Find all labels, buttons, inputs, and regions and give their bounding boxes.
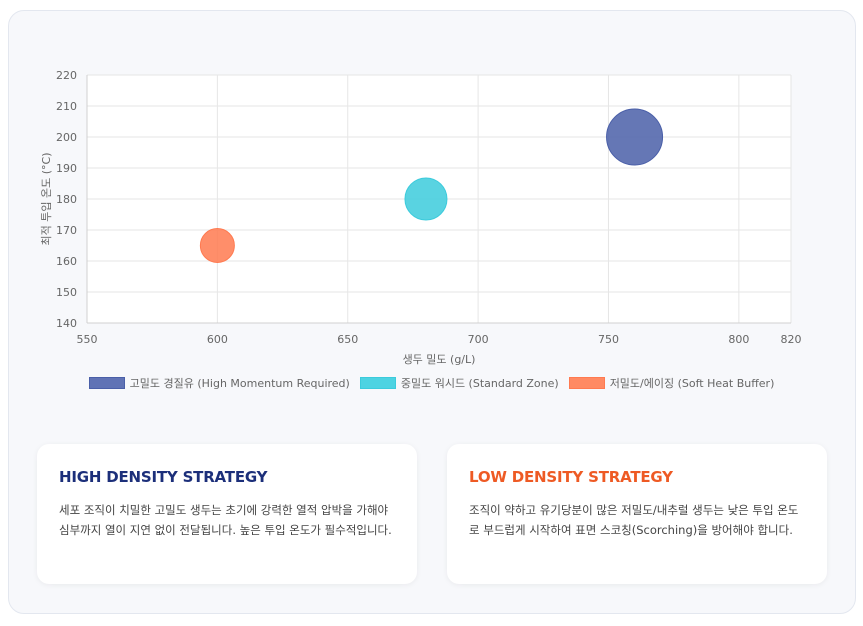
low-density-title: LOW DENSITY STRATEGY <box>469 468 673 486</box>
legend-item-low[interactable]: 저밀도/에이징 (Soft Heat Buffer) <box>568 375 775 391</box>
x-tick-label: 750 <box>598 333 619 346</box>
y-tick-label: 140 <box>56 317 77 330</box>
x-tick-label: 700 <box>468 333 489 346</box>
y-tick-label: 190 <box>56 162 77 175</box>
y-tick-label: 170 <box>56 224 77 237</box>
y-tick-label: 220 <box>56 69 77 82</box>
bubble-point-2 <box>199 228 235 263</box>
high-density-title: HIGH DENSITY STRATEGY <box>59 468 268 486</box>
x-tick-label: 550 <box>77 333 98 346</box>
legend-item-mid[interactable]: 중밀도 워시드 (Standard Zone) <box>359 375 559 391</box>
legend-swatch-mid <box>359 377 396 389</box>
bubble-point-0 <box>606 108 664 166</box>
x-tick-label: 800 <box>728 333 749 346</box>
x-tick-label: 650 <box>337 333 358 346</box>
legend-swatch-high <box>88 377 125 389</box>
legend-label-high: 고밀도 경질유 (High Momentum Required) <box>129 377 350 390</box>
legend-swatch-low <box>568 377 605 389</box>
y-tick-label: 150 <box>56 286 77 299</box>
y-tick-label: 200 <box>56 131 77 144</box>
x-tick-label: 820 <box>781 333 802 346</box>
y-axis-label: 최적 투입 온도 (°C) <box>40 153 53 246</box>
x-axis-label: 생두 밀도 (g/L) <box>403 353 476 366</box>
y-tick-label: 180 <box>56 193 77 206</box>
chart-legend: 고밀도 경질유 (High Momentum Required) 중밀도 워시드… <box>0 375 863 391</box>
legend-label-mid: 중밀도 워시드 (Standard Zone) <box>400 377 559 390</box>
bubble-point-1 <box>404 177 448 221</box>
legend-item-high[interactable]: 고밀도 경질유 (High Momentum Required) <box>88 375 350 391</box>
legend-label-low: 저밀도/에이징 (Soft Heat Buffer) <box>609 377 775 390</box>
low-density-card: LOW DENSITY STRATEGY 조직이 약하고 유기당분이 많은 저밀… <box>447 444 827 584</box>
x-tick-label: 600 <box>207 333 228 346</box>
high-density-body: 세포 조직이 치밀한 고밀도 생두는 초기에 강력한 열적 압박을 가해야 심부… <box>59 503 392 537</box>
low-density-body: 조직이 약하고 유기당분이 많은 저밀도/내추럴 생두는 낮은 투입 온도로 부… <box>469 503 799 537</box>
bubble-chart: 140 150 160 170 180 190 200 210 220 550 600 650 700 7… <box>40 69 802 366</box>
high-density-card: HIGH DENSITY STRATEGY 세포 조직이 치밀한 고밀도 생두는… <box>37 444 417 584</box>
y-tick-label: 210 <box>56 100 77 113</box>
y-tick-label: 160 <box>56 255 77 268</box>
